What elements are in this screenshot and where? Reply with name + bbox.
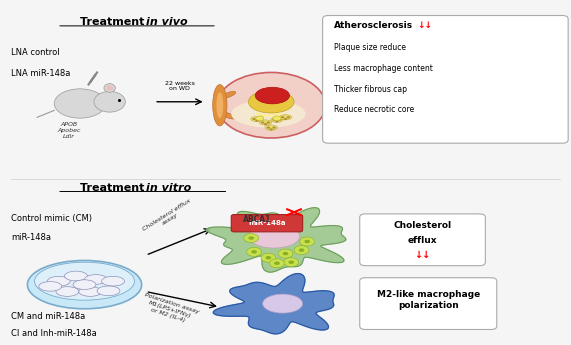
Text: Reduce necrotic core: Reduce necrotic core [334, 105, 415, 114]
Circle shape [248, 236, 254, 240]
Circle shape [284, 258, 299, 267]
Text: Cholesterol efflux
assay: Cholesterol efflux assay [142, 198, 195, 236]
Circle shape [287, 116, 290, 118]
Circle shape [272, 127, 276, 129]
Ellipse shape [47, 276, 70, 286]
Ellipse shape [259, 120, 272, 125]
Circle shape [304, 240, 310, 243]
Circle shape [294, 246, 309, 255]
Text: ↓↓: ↓↓ [415, 250, 431, 260]
Circle shape [217, 72, 325, 138]
Circle shape [278, 119, 282, 121]
Text: Plaque size reduce: Plaque size reduce [334, 43, 406, 52]
Text: in vivo: in vivo [146, 17, 187, 27]
Circle shape [258, 118, 262, 120]
Circle shape [272, 119, 276, 121]
Ellipse shape [212, 85, 227, 126]
Circle shape [261, 121, 264, 124]
Ellipse shape [255, 87, 289, 104]
Circle shape [299, 248, 304, 252]
Ellipse shape [231, 100, 305, 128]
Text: miR-148a: miR-148a [248, 220, 286, 226]
Ellipse shape [248, 225, 300, 248]
Ellipse shape [79, 287, 102, 296]
Circle shape [275, 120, 279, 122]
Circle shape [270, 128, 273, 130]
Circle shape [264, 123, 267, 125]
Ellipse shape [221, 112, 236, 119]
Text: Cholesterol: Cholesterol [393, 221, 452, 230]
Circle shape [251, 250, 257, 254]
Ellipse shape [104, 84, 115, 92]
Circle shape [278, 249, 293, 258]
Text: LNA miR-148a: LNA miR-148a [11, 69, 71, 78]
Ellipse shape [271, 117, 283, 122]
Circle shape [281, 116, 284, 118]
Ellipse shape [27, 260, 142, 309]
Ellipse shape [221, 91, 236, 98]
Ellipse shape [73, 280, 96, 289]
Ellipse shape [279, 115, 292, 120]
Text: Less macrophage content: Less macrophage content [334, 64, 433, 73]
Circle shape [256, 116, 264, 121]
Circle shape [273, 116, 281, 121]
Text: Control mimic (CM): Control mimic (CM) [11, 214, 93, 223]
Circle shape [270, 259, 284, 268]
Ellipse shape [34, 262, 135, 300]
Ellipse shape [85, 275, 107, 284]
Circle shape [283, 252, 288, 255]
FancyBboxPatch shape [323, 16, 568, 143]
Text: in vitro: in vitro [146, 183, 191, 193]
Text: ↓↓: ↓↓ [417, 21, 432, 30]
Text: Thicker fibrous cap: Thicker fibrous cap [334, 85, 407, 93]
Circle shape [261, 253, 276, 262]
Ellipse shape [106, 85, 113, 91]
Text: CM and miR-148a: CM and miR-148a [11, 312, 86, 321]
Circle shape [244, 234, 259, 243]
Text: Polarization assay
M1(LPS+IFNγ)
or M2 (IL-4): Polarization assay M1(LPS+IFNγ) or M2 (I… [140, 293, 200, 326]
Text: Treatment: Treatment [80, 17, 148, 27]
Circle shape [288, 260, 294, 264]
Text: LNA control: LNA control [11, 48, 60, 57]
Text: Treatment: Treatment [80, 183, 148, 193]
Circle shape [267, 127, 270, 129]
Ellipse shape [97, 286, 120, 296]
Circle shape [267, 121, 270, 124]
Circle shape [255, 120, 259, 122]
Ellipse shape [248, 90, 294, 113]
Text: CI and Inh-miR-148a: CI and Inh-miR-148a [11, 329, 97, 338]
Ellipse shape [251, 117, 263, 122]
Text: APOB
Apobec
Ldlr: APOB Apobec Ldlr [57, 122, 80, 139]
Polygon shape [207, 208, 346, 272]
Text: M2-like macrophage
polarization: M2-like macrophage polarization [377, 290, 480, 310]
Ellipse shape [56, 287, 79, 296]
FancyBboxPatch shape [360, 278, 497, 329]
Polygon shape [213, 274, 334, 334]
Ellipse shape [265, 125, 278, 130]
Circle shape [252, 118, 256, 120]
Circle shape [300, 237, 315, 246]
FancyBboxPatch shape [360, 214, 485, 266]
Circle shape [284, 118, 287, 120]
Circle shape [274, 262, 280, 265]
Ellipse shape [39, 282, 62, 291]
Ellipse shape [102, 276, 124, 286]
Ellipse shape [65, 271, 87, 281]
Text: ABCA1: ABCA1 [243, 215, 271, 224]
Text: 22 weeks
on WD: 22 weeks on WD [165, 81, 195, 91]
FancyBboxPatch shape [231, 215, 303, 232]
Text: Atherosclerosis: Atherosclerosis [334, 21, 413, 30]
Circle shape [247, 247, 262, 256]
Ellipse shape [263, 294, 303, 313]
Ellipse shape [216, 92, 223, 118]
Ellipse shape [54, 89, 106, 118]
Ellipse shape [94, 91, 126, 112]
Text: miR-148a: miR-148a [11, 233, 51, 242]
Circle shape [266, 256, 271, 259]
Text: efflux: efflux [408, 236, 437, 245]
